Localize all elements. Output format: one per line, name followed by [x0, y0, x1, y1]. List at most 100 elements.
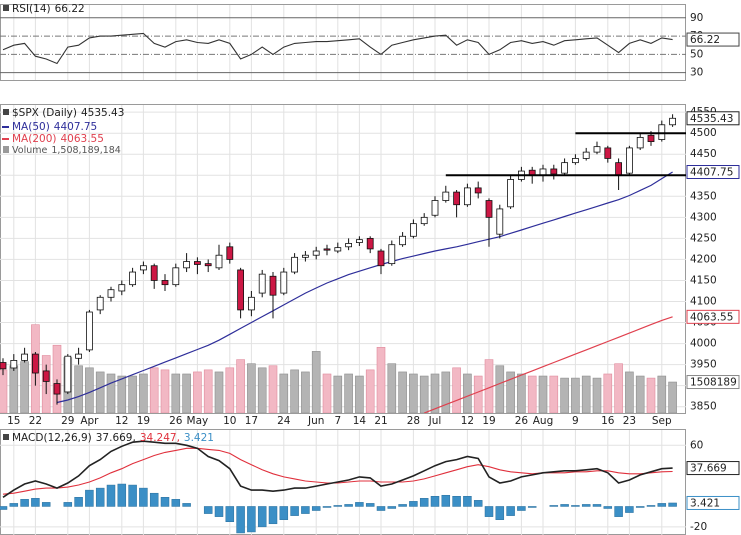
macd-hist-bar	[247, 506, 256, 533]
text-layer: 15 22 29 Apr 12 19 26 May 10 17 24 Jun 7 14 21 28 Jul 12 1…	[2, 3, 740, 533]
macd-hist-bar	[571, 505, 580, 507]
x-tick-label: 24	[277, 415, 291, 427]
macd-hist-bar	[31, 498, 40, 507]
candle-body	[615, 162, 622, 176]
legend-part: 34.247,	[140, 432, 180, 444]
candle-body	[636, 136, 644, 149]
candle-body	[355, 239, 363, 243]
candle-body	[399, 235, 407, 246]
legend-part: 1,508,189,184	[51, 145, 121, 156]
value-box-label: 4063.55	[690, 311, 733, 323]
volume-bar	[95, 371, 105, 413]
x-tick-label: 12	[115, 415, 128, 427]
candle-body	[658, 124, 666, 140]
volume-bar	[517, 373, 526, 413]
y-tick-label: 4100	[690, 295, 717, 307]
volume-bar	[322, 373, 332, 413]
candle-body	[604, 147, 612, 159]
candle-body	[669, 117, 676, 126]
rsi-tick-label: 30	[690, 67, 703, 79]
volume-bar	[355, 375, 364, 413]
legend-entry: MA(50) 4407.75	[12, 121, 97, 133]
macd-hist-bar	[409, 501, 418, 507]
volume-bar	[139, 373, 148, 413]
candle-body	[237, 269, 245, 311]
legend-entry: MACD(12,26,9) 37.669, 34.247, 3.421	[12, 432, 214, 444]
macd-hist-bar	[117, 483, 127, 507]
candle-body	[258, 273, 266, 294]
macd-hist-bar	[290, 506, 299, 516]
candle-body	[485, 200, 493, 218]
legend-part: MA(200)	[12, 133, 56, 145]
macd-hist-bar	[441, 494, 451, 507]
volume-bar	[614, 363, 623, 413]
x-tick-label: Jun	[307, 415, 324, 427]
volume-bar	[247, 363, 256, 413]
value-box	[686, 375, 740, 390]
macd-hist-bar	[9, 503, 19, 507]
ma200-line	[423, 316, 673, 413]
legend-part: 37.669,	[96, 432, 136, 444]
candle-body	[215, 254, 223, 269]
macd-tick-label: -20	[690, 521, 707, 533]
value-box	[686, 111, 740, 126]
volume-bar	[452, 367, 461, 413]
x-tick-label: Jul	[428, 415, 442, 427]
volume-bar	[257, 367, 267, 413]
x-tick-label: 16	[601, 415, 615, 427]
candle-body	[572, 158, 579, 164]
candle-body	[377, 250, 385, 267]
volume-bar	[128, 375, 137, 413]
candle-body	[269, 275, 277, 296]
macd-hist-bar	[625, 506, 634, 513]
legend-part: Volume	[12, 145, 47, 156]
volume-bar	[527, 375, 537, 413]
candle-body	[334, 247, 342, 252]
macd-hist-bar	[268, 506, 278, 525]
candle-body	[75, 353, 82, 359]
candle-body	[129, 271, 137, 286]
macd-hist-bar	[160, 497, 170, 507]
macd-hist-bar	[236, 506, 245, 534]
volume-bar	[225, 367, 235, 413]
candle-body	[582, 151, 590, 159]
candle-body	[150, 265, 158, 281]
volume-bar	[398, 371, 407, 413]
back-layer	[0, 171, 677, 534]
legend-swatch	[3, 109, 9, 115]
rsi-tick-label: 50	[690, 48, 703, 60]
candle-body	[593, 146, 601, 153]
macd-hist-bar	[646, 505, 656, 507]
macd-hist-bar	[344, 504, 353, 507]
macd-hist-bar	[592, 504, 602, 507]
value-box-label: 4407.75	[690, 167, 733, 179]
x-tick-label: Sep	[652, 415, 672, 427]
grid-layer	[0, 5, 686, 535]
candle-body	[226, 246, 234, 260]
macd-hist-bar	[214, 506, 224, 517]
y-tick-label: 4350	[690, 190, 717, 202]
candle-body	[626, 147, 633, 174]
volume-bar	[160, 369, 170, 413]
macd-tick-label: 60	[690, 439, 703, 451]
macd-hist-bar	[106, 484, 116, 507]
legend-swatch	[3, 146, 9, 153]
value-box-label: 4535.43	[690, 113, 733, 125]
macd-hist-bar	[203, 506, 213, 514]
macd-hist-bar	[506, 506, 515, 516]
legend-part: 4407.75	[54, 121, 97, 133]
candle-body	[420, 216, 428, 225]
volume-bar	[214, 371, 224, 413]
rsi-tick-label: 90	[690, 12, 703, 24]
volume-bar	[646, 377, 656, 413]
candle-body	[172, 267, 180, 286]
candle-body	[42, 370, 50, 382]
macd-hist-bar	[128, 484, 137, 507]
volume-bar	[538, 375, 548, 413]
macd-hist-bar	[495, 506, 505, 520]
volume-bar	[549, 375, 559, 413]
candle-body	[32, 353, 39, 374]
macd-hist-bar	[614, 506, 623, 517]
y-tick-label: 3950	[690, 359, 717, 371]
x-tick-label: 26	[515, 415, 529, 427]
